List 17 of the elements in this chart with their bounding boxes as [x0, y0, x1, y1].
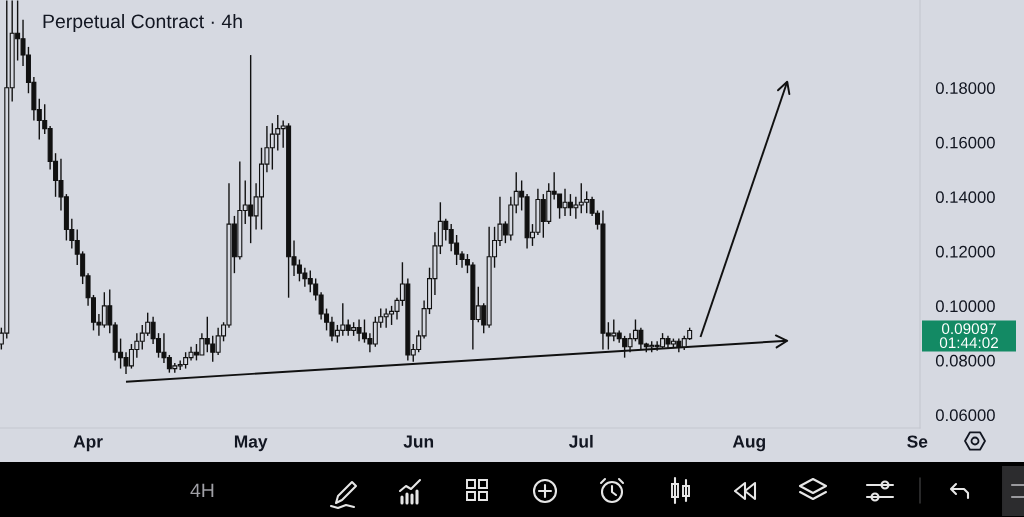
x-tick-label: Jul: [568, 434, 593, 448]
y-tick-label: 0.12000: [935, 245, 995, 258]
y-tick-label: 0.10000: [935, 300, 995, 313]
x-tick-label: May: [234, 435, 268, 452]
x-tick-label: Aug: [732, 435, 765, 452]
x-tick-label: Se: [907, 435, 928, 448]
text: 4H: [190, 483, 214, 498]
text: Perpetual Contract · 4h: [43, 13, 242, 33]
x-tick-label: Jun: [403, 435, 434, 448]
y-tick-label: 0.08000: [935, 354, 995, 367]
text: 01:44:02: [939, 337, 998, 349]
y-tick-label: 0.14000: [935, 191, 995, 204]
y-tick-label: 0.06000: [935, 409, 995, 422]
y-tick-label: 0.18000: [935, 82, 995, 94]
text: 0.09097: [941, 323, 996, 335]
x-tick-label: Apr: [73, 435, 103, 452]
y-tick-label: 0.16000: [935, 136, 995, 149]
